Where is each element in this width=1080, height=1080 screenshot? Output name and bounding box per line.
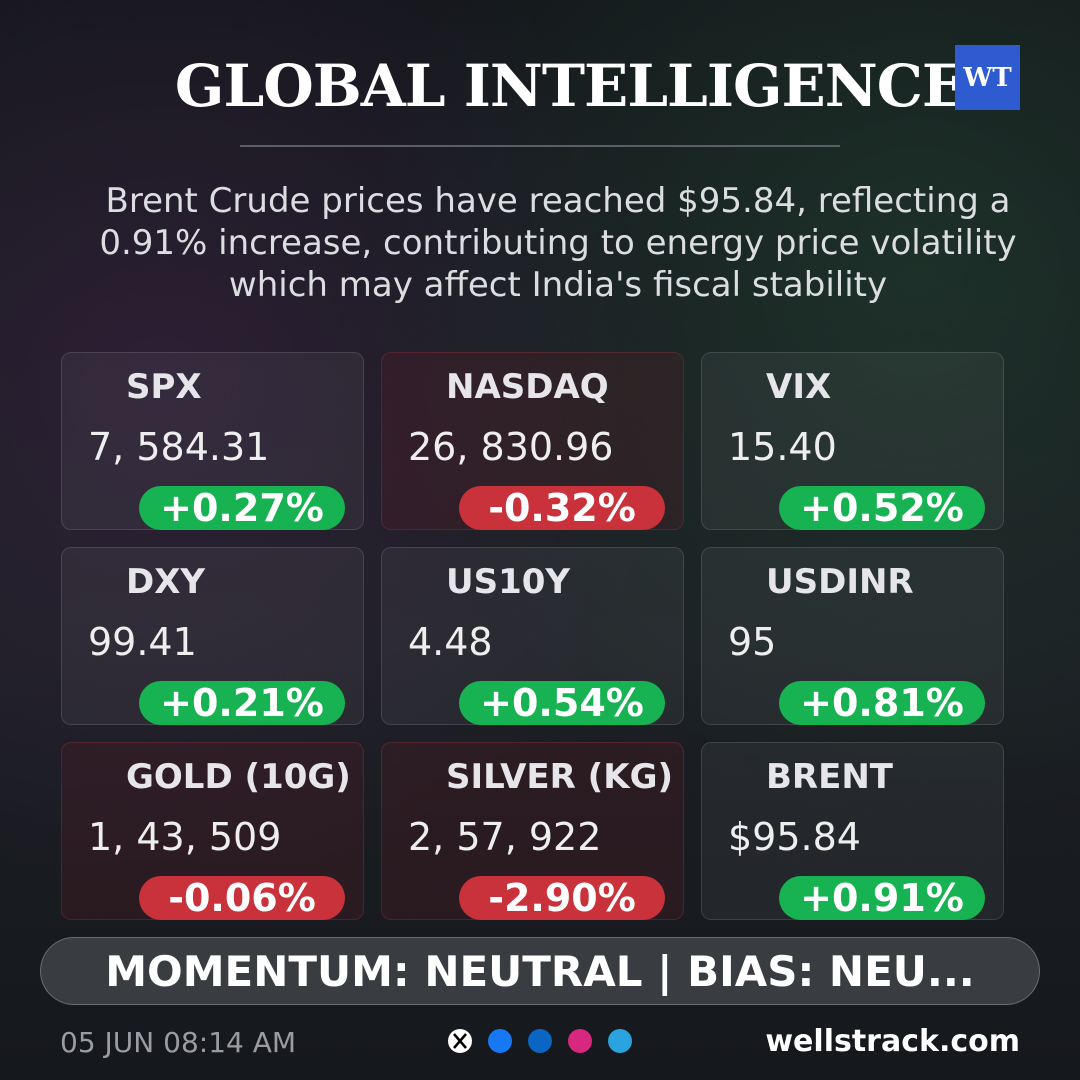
icon-x-glyph <box>453 1033 467 1049</box>
logo: WT <box>955 45 1020 110</box>
tile-name: VIX <box>766 367 832 407</box>
banner: MOMENTUM: NEUTRAL | BIAS: NEU... <box>40 937 1040 1005</box>
tile-change: +0.91% <box>779 876 985 920</box>
tile-name: DXY <box>126 562 206 602</box>
tile: DXY 99.41 +0.21% <box>61 547 364 725</box>
tile-change: -0.06% <box>139 876 345 920</box>
tile-value: 26, 830.96 <box>408 425 614 469</box>
social-icons <box>448 1029 632 1053</box>
tile-value: 95 <box>728 620 777 664</box>
tile-name: GOLD (10G) <box>126 757 351 797</box>
tile-change: +0.54% <box>459 681 665 725</box>
tile-value: 1, 43, 509 <box>88 815 282 859</box>
tile-value: 2, 57, 922 <box>408 815 602 859</box>
tile-value: 99.41 <box>88 620 197 664</box>
tile: SPX 7, 584.31 +0.27% <box>61 352 364 530</box>
title: GLOBAL INTELLIGENCE <box>174 52 966 120</box>
tile: SILVER (KG) 2, 57, 922 -2.90% <box>381 742 684 920</box>
tile: USDINR 95 +0.81% <box>701 547 1004 725</box>
icon-facebook[interactable] <box>488 1029 512 1053</box>
tile-value: 15.40 <box>728 425 837 469</box>
icon-telegram[interactable] <box>608 1029 632 1053</box>
tile: VIX 15.40 +0.52% <box>701 352 1004 530</box>
tile-name: USDINR <box>766 562 914 602</box>
tile: US10Y 4.48 +0.54% <box>381 547 684 725</box>
divider <box>240 145 840 147</box>
tile-change: +0.27% <box>139 486 345 530</box>
summary: Brent Crude prices have reached $95.84, … <box>99 181 1017 305</box>
tile-change: +0.21% <box>139 681 345 725</box>
tile-name: NASDAQ <box>446 367 609 407</box>
tile-change: -0.32% <box>459 486 665 530</box>
date: 05 JUN 08:14 AM <box>60 1026 297 1059</box>
tile-name: SPX <box>126 367 202 407</box>
icon-linkedin[interactable] <box>528 1029 552 1053</box>
tile-value: $95.84 <box>728 815 861 859</box>
tile-value: 4.48 <box>408 620 493 664</box>
icon-instagram[interactable] <box>568 1029 592 1053</box>
tile-change: -2.90% <box>459 876 665 920</box>
tile: GOLD (10G) 1, 43, 509 -0.06% <box>61 742 364 920</box>
website[interactable]: wellstrack.com <box>765 1024 1020 1059</box>
tile: BRENT $95.84 +0.91% <box>701 742 1004 920</box>
tile-change: +0.81% <box>779 681 985 725</box>
tile-change: +0.52% <box>779 486 985 530</box>
tile-name: SILVER (KG) <box>446 757 674 797</box>
tile-name: US10Y <box>446 562 571 602</box>
tile-value: 7, 584.31 <box>88 425 270 469</box>
tile-name: BRENT <box>766 757 893 797</box>
tile: NASDAQ 26, 830.96 -0.32% <box>381 352 684 530</box>
